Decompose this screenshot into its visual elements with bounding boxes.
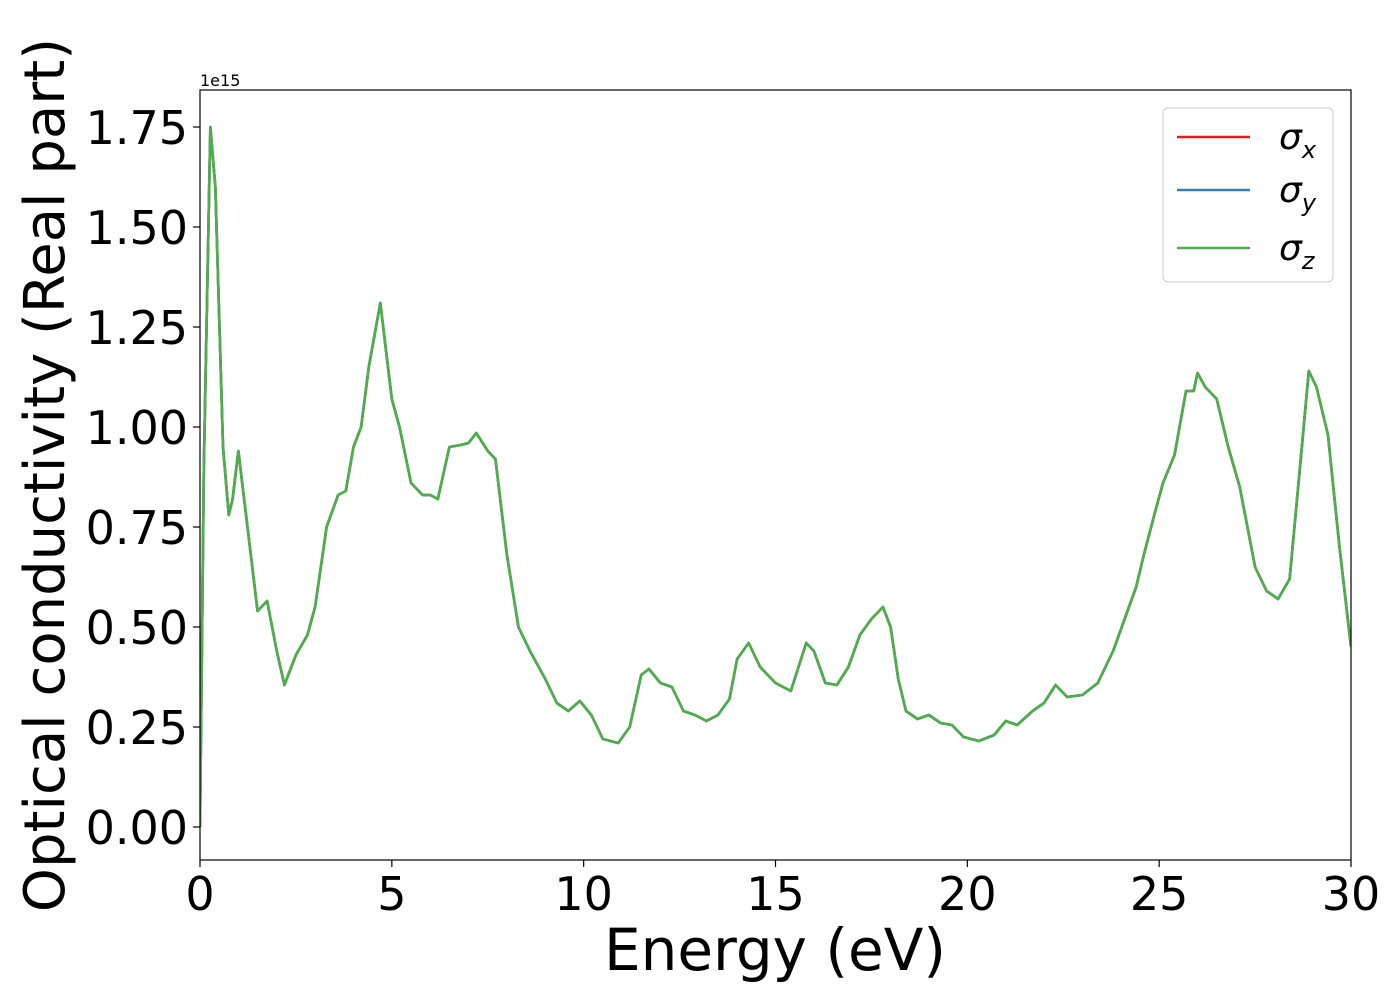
- legend-box: [1162, 107, 1334, 283]
- legend-label: σy: [1279, 170, 1317, 217]
- x-tick-label: 15: [746, 867, 805, 921]
- y-offset-label: 1e15: [200, 71, 240, 90]
- legend-label: σz: [1279, 228, 1316, 275]
- legend-label: σx: [1279, 117, 1317, 164]
- x-tick-label: 5: [377, 867, 406, 921]
- x-tick-label: 20: [938, 867, 997, 921]
- y-tick-label: 1.00: [86, 401, 188, 455]
- plot-frame: [199, 89, 1352, 861]
- y-tick-label: 1.25: [86, 301, 188, 355]
- x-tick-label: 25: [1130, 867, 1189, 921]
- y-tick-label: 1.50: [86, 201, 188, 255]
- x-tick-label: 0: [185, 867, 214, 921]
- y-tick-label: 0.75: [86, 501, 188, 555]
- y-tick-label: 0.00: [86, 801, 188, 855]
- y-tick-label: 0.50: [86, 601, 188, 655]
- x-axis-label: Energy (eV): [604, 916, 946, 984]
- x-tick-label: 30: [1322, 867, 1381, 921]
- y-tick-label: 1.75: [86, 101, 188, 155]
- x-tick-label: 10: [554, 867, 613, 921]
- y-tick-label: 0.25: [86, 701, 188, 755]
- series-line: [200, 125, 1351, 828]
- y-axis-label: Optical conductivity (Real part): [13, 38, 78, 912]
